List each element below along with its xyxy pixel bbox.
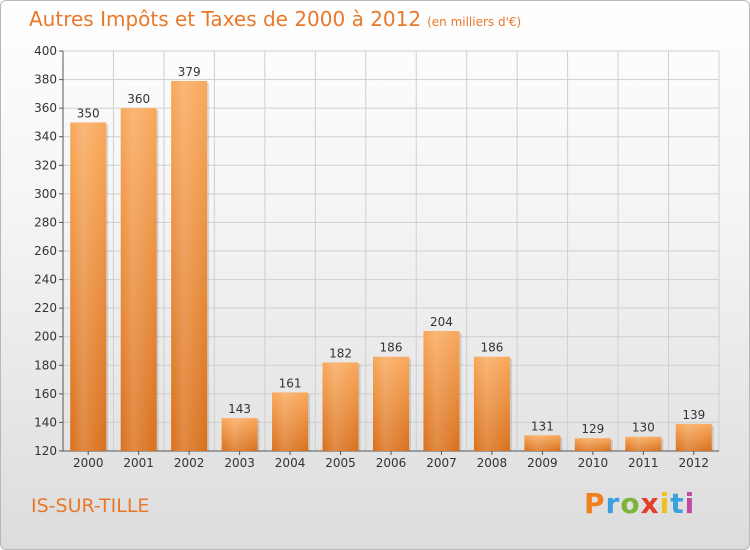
- value-label-2001: 360: [127, 92, 150, 106]
- x-tick-label-2008: 2008: [477, 456, 508, 470]
- x-tick-label-2003: 2003: [224, 456, 255, 470]
- labels-layer: 120 140 160 180 200 220 240 260 280 300 320 340 360 3…: [34, 44, 709, 470]
- value-label-2006: 186: [380, 341, 403, 355]
- bar-highlight: [423, 331, 460, 451]
- bar-highlight: [322, 362, 359, 451]
- logo-letter: P: [584, 487, 606, 520]
- y-tick-label: 200: [34, 330, 57, 344]
- value-label-2003: 143: [228, 402, 251, 416]
- bar-highlight: [373, 356, 409, 451]
- bar-highlight: [221, 418, 258, 451]
- x-tick-label-2010: 2010: [578, 456, 609, 470]
- bar-highlight: [524, 435, 561, 451]
- y-tick-label: 120: [34, 444, 57, 458]
- y-tick-label: 240: [34, 273, 57, 287]
- bar-highlight: [120, 108, 157, 452]
- title-text: Autres Impôts et Taxes de 2000 à 2012: [29, 7, 422, 31]
- y-tick-label: 300: [34, 187, 57, 201]
- bar-highlight: [675, 423, 712, 451]
- x-tick-label-2011: 2011: [628, 456, 659, 470]
- value-label-2011: 130: [632, 421, 655, 435]
- value-label-2009: 131: [531, 419, 554, 433]
- proxiti-logo: Proxiti: [584, 487, 695, 520]
- logo-letter: i: [684, 487, 696, 520]
- y-tick-label: 380: [34, 73, 57, 87]
- logo-letter: t: [670, 487, 685, 520]
- title-unit: (en milliers d'€): [427, 15, 522, 29]
- value-label-2004: 161: [279, 376, 302, 390]
- bar-highlight: [171, 81, 208, 451]
- value-label-2002: 379: [178, 65, 201, 79]
- bar-highlight: [625, 436, 662, 451]
- y-tick-label: 280: [34, 215, 57, 229]
- x-tick-label-2001: 2001: [123, 456, 154, 470]
- logo-letter: i: [659, 487, 671, 520]
- value-label-2005: 182: [329, 346, 352, 360]
- x-tick-label-2012: 2012: [678, 456, 709, 470]
- y-tick-label: 140: [34, 415, 57, 429]
- x-tick-label-2009: 2009: [527, 456, 558, 470]
- x-tick-label-2007: 2007: [426, 456, 457, 470]
- logo-letter: o: [620, 487, 641, 520]
- y-tick-label: 340: [34, 130, 57, 144]
- value-label-2000: 350: [77, 106, 100, 120]
- logo-letter: r: [605, 487, 621, 520]
- y-tick-label: 400: [34, 44, 57, 58]
- bar-highlight: [473, 356, 510, 451]
- x-tick-label-2002: 2002: [174, 456, 205, 470]
- x-tick-label-2000: 2000: [73, 456, 104, 470]
- y-tick-label: 180: [34, 358, 57, 372]
- city-name: IS-SUR-TILLE: [31, 495, 150, 517]
- chart-title: Autres Impôts et Taxes de 2000 à 2012 (en…: [29, 7, 521, 31]
- bar-highlight: [574, 438, 611, 451]
- value-label-2007: 204: [430, 315, 453, 329]
- x-tick-label-2005: 2005: [325, 456, 356, 470]
- bar-highlight: [272, 392, 309, 451]
- value-label-2008: 186: [480, 341, 503, 355]
- bar-highlight: [70, 122, 107, 451]
- y-tick-label: 160: [34, 387, 57, 401]
- logo-letter: x: [640, 487, 660, 520]
- y-tick-label: 320: [34, 158, 57, 172]
- value-label-2012: 139: [682, 408, 705, 422]
- y-tick-label: 360: [34, 101, 57, 115]
- x-tick-label-2006: 2006: [376, 456, 407, 470]
- y-tick-label: 220: [34, 301, 57, 315]
- x-tick-label-2004: 2004: [275, 456, 306, 470]
- value-label-2010: 129: [581, 422, 604, 436]
- bars-layer: [70, 81, 714, 452]
- y-tick-label: 260: [34, 244, 57, 258]
